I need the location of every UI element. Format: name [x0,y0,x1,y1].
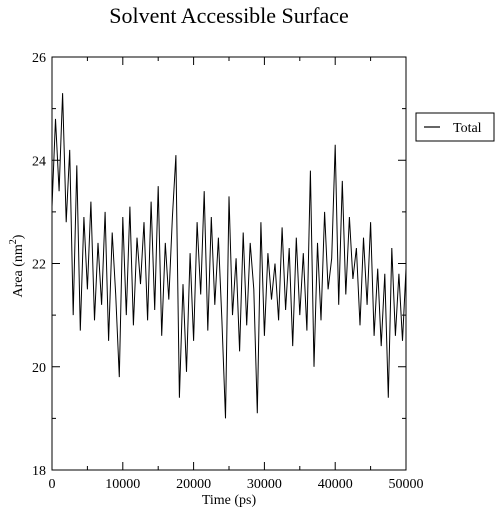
y-axis-label-superscript: 2 [8,239,19,244]
x-tick-label: 50000 [389,477,424,492]
plot-frame [51,56,407,471]
y-tick-label: 26 [32,51,46,66]
plot-layer: 0 10000 20000 30000 40000 50000 18 20 22 24 26 [32,51,424,492]
x-tick-label: 20000 [176,477,211,492]
x-tick-label: 40000 [318,477,353,492]
x-tick-label: 0 [49,477,56,492]
legend: Total [415,112,495,142]
y-tick-label: 24 [32,154,46,169]
y-tick-label: 18 [32,464,46,479]
chart-title: Solvent Accessible Surface [109,3,349,28]
series-line-total [51,93,407,419]
x-tick-label: 30000 [247,477,282,492]
y-tick-label: 20 [32,361,46,376]
y-axis-label-text: Area (nm [11,244,26,297]
y-axis-label-close: ) [11,234,26,239]
x-axis-label: Time (ps) [202,493,257,508]
x-tick-label: 10000 [105,477,140,492]
y-tick-label: 22 [32,258,46,273]
legend-label-total: Total [453,121,482,136]
y-axis-label: Area (nm2) [8,234,26,297]
